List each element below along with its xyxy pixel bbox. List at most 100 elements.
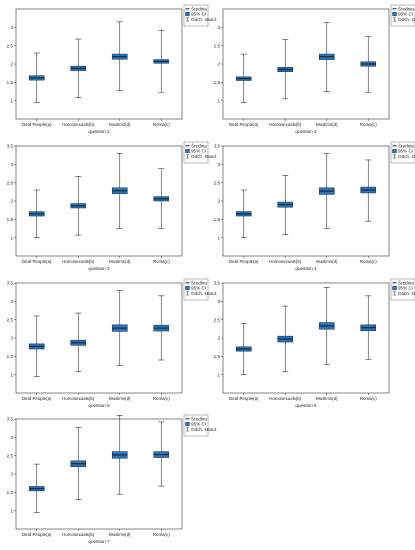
box-3 <box>153 29 170 93</box>
plot-frame <box>15 418 183 530</box>
y-tick-label: 1.5 <box>214 80 221 85</box>
legend-ci-label: 95% CI <box>191 422 206 427</box>
box-plot-svg: 1 1.5 2 2.5 3 3.5 Deaf People(a) Homosexuals(b)… <box>214 141 415 271</box>
legend-ci-label: 95% CI <box>191 12 206 17</box>
x-axis-label: question 7 <box>88 539 110 544</box>
y-tick-label: 1.5 <box>7 80 14 85</box>
x-axis-label: question 4 <box>295 266 317 271</box>
category-label: Deaf People(a) <box>22 122 52 127</box>
box-1 <box>277 175 294 236</box>
box-3 <box>360 159 377 222</box>
chart-panel-question-2: 1 1.5 2 2.5 3 Deaf People(a) Homosexuals(b) Mus… <box>209 2 415 139</box>
legend-frame <box>390 141 415 164</box>
legend-mean-label: Średnia <box>398 141 414 148</box>
plot-frame <box>15 282 183 394</box>
category-label: Homosexuals(b) <box>269 122 302 127</box>
category-label: Muslims(d) <box>109 396 131 401</box>
y-tick-label: 1 <box>10 372 13 377</box>
category-label: Homosexuals(b) <box>62 396 95 401</box>
category-label: Homosexuals(b) <box>62 259 95 264</box>
chart-panel-question-4: 1 1.5 2 2.5 3 3.5 Deaf People(a) Homosexuals(b)… <box>209 139 415 276</box>
legend-ci-label: 95% CI <box>398 149 413 154</box>
y-tick-label: 3 <box>10 299 13 304</box>
box-2 <box>111 415 128 495</box>
y-tick-label: 2 <box>217 336 220 341</box>
box-0 <box>235 323 252 375</box>
category-label: Deaf People(a) <box>229 396 259 401</box>
legend-frame <box>183 278 209 301</box>
box-1 <box>70 312 87 373</box>
y-tick-label: 1 <box>217 98 220 103</box>
box-3 <box>360 36 377 93</box>
box-1 <box>277 39 294 100</box>
box-plot-svg: 1 1.5 2 2.5 3 3.5 Deaf People(a) Homosexuals(b)… <box>7 141 217 271</box>
y-tick-label: 3.5 <box>7 417 14 422</box>
y-tick-label: 2.5 <box>214 43 221 48</box>
y-tick-label: 2 <box>10 199 13 204</box>
category-label: Deaf People(a) <box>22 259 52 264</box>
box-2 <box>111 21 128 92</box>
category-label: Roma(c) <box>153 259 170 264</box>
box-1 <box>70 38 87 99</box>
legend-ci-label: 95% CI <box>398 12 413 17</box>
box-1 <box>277 305 294 373</box>
box-plot-svg: 1 1.5 2 2.5 3 3.5 Deaf People(a) Homosexuals(b)… <box>7 278 217 408</box>
chart-panel-question-6: 1 1.5 2 2.5 3 3.5 Deaf People(a) Homosexuals(b)… <box>209 276 415 413</box>
x-axis-label: question 3 <box>88 266 110 271</box>
chart-panel-question-3: 1 1.5 2 2.5 3 3.5 Deaf People(a) Homosexuals(b)… <box>2 139 217 276</box>
legend-frame <box>390 278 415 301</box>
legend-sd-label: Odch. stand. <box>398 154 415 159</box>
category-label: Homosexuals(b) <box>62 532 95 537</box>
category-label: Muslims(d) <box>316 122 338 127</box>
y-tick-label: 2.5 <box>214 317 221 322</box>
y-tick-label: 2 <box>10 336 13 341</box>
y-tick-label: 3 <box>217 299 220 304</box>
box-plot-svg: 1 1.5 2 2.5 3 Deaf People(a) Homosexuals(b) Mus… <box>214 4 415 134</box>
y-tick-label: 3.5 <box>7 144 14 149</box>
legend-ci-swatch <box>185 149 190 153</box>
legend-mean-label: Średnia <box>191 141 207 148</box>
box-0 <box>28 463 45 513</box>
legend-sd-label: Odch. stand. <box>398 291 415 296</box>
category-label: Roma(c) <box>360 122 377 127</box>
y-tick-label: 2.5 <box>7 453 14 458</box>
legend-ci-swatch <box>392 12 397 16</box>
y-tick-label: 3.5 <box>214 281 221 286</box>
category-label: Roma(c) <box>153 122 170 127</box>
category-label: Homosexuals(b) <box>269 396 302 401</box>
box-3 <box>153 421 170 487</box>
chart-panel-question-1: 1 1.5 2 2.5 3 Deaf People(a) Homosexuals(b) Mus… <box>2 2 217 139</box>
y-tick-label: 2.5 <box>214 180 221 185</box>
category-label: Homosexuals(b) <box>269 259 302 264</box>
category-label: Deaf People(a) <box>229 259 259 264</box>
category-label: Roma(c) <box>360 396 377 401</box>
category-label: Roma(c) <box>153 396 170 401</box>
legend-ci-label: 95% CI <box>191 149 206 154</box>
legend-ci-swatch <box>392 286 397 290</box>
category-label: Muslims(d) <box>109 259 131 264</box>
y-tick-label: 1.5 <box>214 217 221 222</box>
y-tick-label: 1 <box>10 98 13 103</box>
y-tick-label: 1 <box>10 235 13 240</box>
y-tick-label: 1 <box>217 372 220 377</box>
box-0 <box>235 53 252 103</box>
y-tick-label: 1 <box>217 235 220 240</box>
y-tick-label: 2.5 <box>7 43 14 48</box>
y-tick-label: 3 <box>217 162 220 167</box>
legend-sd-label: Odch. stand. <box>191 291 217 296</box>
box-plot-svg: 1 1.5 2 2.5 3 Deaf People(a) Homosexuals(b) Mus… <box>7 4 217 134</box>
legend-frame <box>183 141 209 164</box>
y-tick-label: 1 <box>10 508 13 513</box>
legend-ci-swatch <box>185 422 190 426</box>
legend-frame <box>183 4 209 27</box>
y-tick-label: 2 <box>217 62 220 67</box>
chart-panel-question-5: 1 1.5 2 2.5 3 3.5 Deaf People(a) Homosexuals(b)… <box>2 276 217 413</box>
legend-mean-label: Średnia <box>191 278 207 285</box>
y-tick-label: 3 <box>10 25 13 30</box>
category-label: Muslims(d) <box>316 396 338 401</box>
